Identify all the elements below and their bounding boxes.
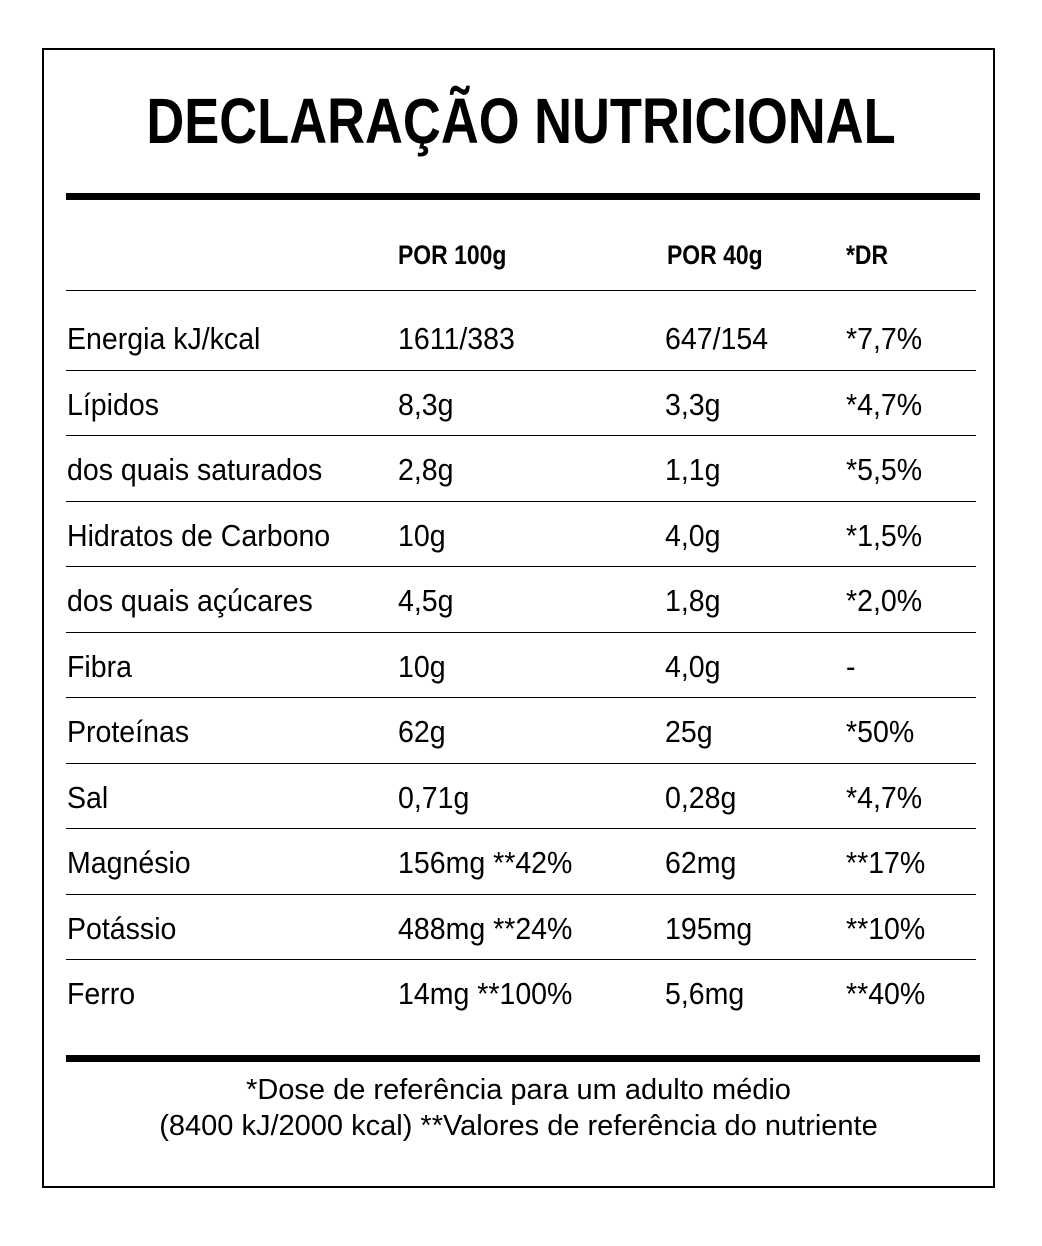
value-per-100g: 1611/383 (398, 321, 515, 356)
value-per-40g: 1,8g (665, 583, 721, 618)
row-divider (66, 893, 976, 895)
value-per-100g: 488mg **24% (398, 910, 573, 946)
column-header-dr: *DR (846, 240, 889, 270)
value-dr: *1,5% (846, 517, 923, 553)
bottom-divider (66, 1055, 980, 1062)
row-divider (66, 697, 976, 698)
table-row: dos quais açúcares 4,5g 1,8g *2,0% (0, 567, 1042, 633)
top-divider (66, 193, 980, 200)
table-row: Proteínas 62g 25g *50% (0, 698, 1042, 764)
value-per-100g: 0,71g (398, 779, 470, 815)
nutrition-panel (42, 48, 995, 1188)
value-per-100g: 4,5g (398, 583, 454, 618)
nutrient-name: Magnésio (67, 845, 191, 880)
value-per-40g: 647/154 (665, 321, 769, 356)
value-dr: *4,7% (846, 386, 923, 422)
row-divider (66, 828, 976, 829)
value-per-100g: 156mg **42% (398, 845, 573, 880)
column-header-per100: POR 100g (398, 240, 507, 270)
value-per-40g: 195mg (665, 910, 753, 946)
value-dr: **10% (846, 910, 926, 946)
value-per-40g: 3,3g (665, 386, 721, 422)
column-header-per40: POR 40g (667, 240, 763, 270)
nutrient-name: dos quais açúcares (67, 583, 313, 618)
table-row: Hidratos de Carbono 10g 4,0g *1,5% (0, 502, 1042, 568)
table-row: Lípidos 8,3g 3,3g *4,7% (0, 371, 1042, 437)
value-per-40g: 25g (665, 714, 713, 749)
row-divider (66, 762, 976, 764)
value-per-100g: 2,8g (398, 452, 454, 487)
header-divider (66, 290, 976, 291)
value-dr: *2,0% (846, 583, 923, 618)
footnote-line-2: (8400 kJ/2000 kcal) **Valores de referên… (159, 1110, 878, 1142)
table-row: Ferro 14mg **100% 5,6mg **40% (0, 960, 1042, 1026)
page-title: DECLARAÇÃO NUTRICIONAL (146, 85, 896, 157)
table-row: Potássio 488mg **24% 195mg **10% (0, 895, 1042, 961)
value-dr: - (846, 648, 856, 684)
nutrient-name: Ferro (67, 976, 136, 1011)
nutrient-name: Potássio (67, 910, 177, 946)
table-row: Magnésio 156mg **42% 62mg **17% (0, 829, 1042, 895)
value-per-40g: 0,28g (665, 779, 737, 815)
value-dr: *5,5% (846, 452, 923, 487)
value-dr: *7,7% (846, 321, 923, 356)
nutrient-name: Energia kJ/kcal (67, 321, 261, 356)
value-per-100g: 62g (398, 714, 446, 749)
nutrient-name: Fibra (67, 648, 132, 684)
value-per-40g: 62mg (665, 845, 737, 880)
value-dr: *50% (846, 714, 915, 749)
nutrient-name: Sal (67, 779, 109, 815)
nutrient-name: dos quais saturados (67, 452, 323, 487)
value-per-100g: 14mg **100% (398, 976, 573, 1011)
table-row: dos quais saturados 2,8g 1,1g *5,5% (0, 436, 1042, 502)
row-divider (66, 631, 976, 633)
table-row: Fibra 10g 4,0g - (0, 633, 1042, 699)
value-per-40g: 5,6mg (665, 976, 745, 1011)
nutrient-name: Proteínas (67, 714, 190, 749)
row-divider (66, 369, 976, 371)
value-per-100g: 10g (398, 517, 446, 553)
value-dr: **17% (846, 845, 926, 880)
value-dr: *4,7% (846, 779, 923, 815)
value-per-100g: 8,3g (398, 386, 454, 422)
value-dr: **40% (846, 976, 926, 1011)
nutrient-name: Lípidos (67, 386, 159, 422)
value-per-40g: 1,1g (665, 452, 721, 487)
row-divider (66, 959, 976, 960)
value-per-100g: 10g (398, 648, 446, 684)
table-row: Sal 0,71g 0,28g *4,7% (0, 764, 1042, 830)
nutrient-name: Hidratos de Carbono (67, 517, 331, 553)
row-divider (66, 435, 976, 436)
value-per-40g: 4,0g (665, 648, 721, 684)
value-per-40g: 4,0g (665, 517, 721, 553)
table-row: Energia kJ/kcal 1611/383 647/154 *7,7% (0, 305, 1042, 371)
footnote-line-1: *Dose de referência para um adulto médio (246, 1074, 791, 1106)
row-divider (66, 566, 976, 567)
row-divider (66, 500, 976, 502)
